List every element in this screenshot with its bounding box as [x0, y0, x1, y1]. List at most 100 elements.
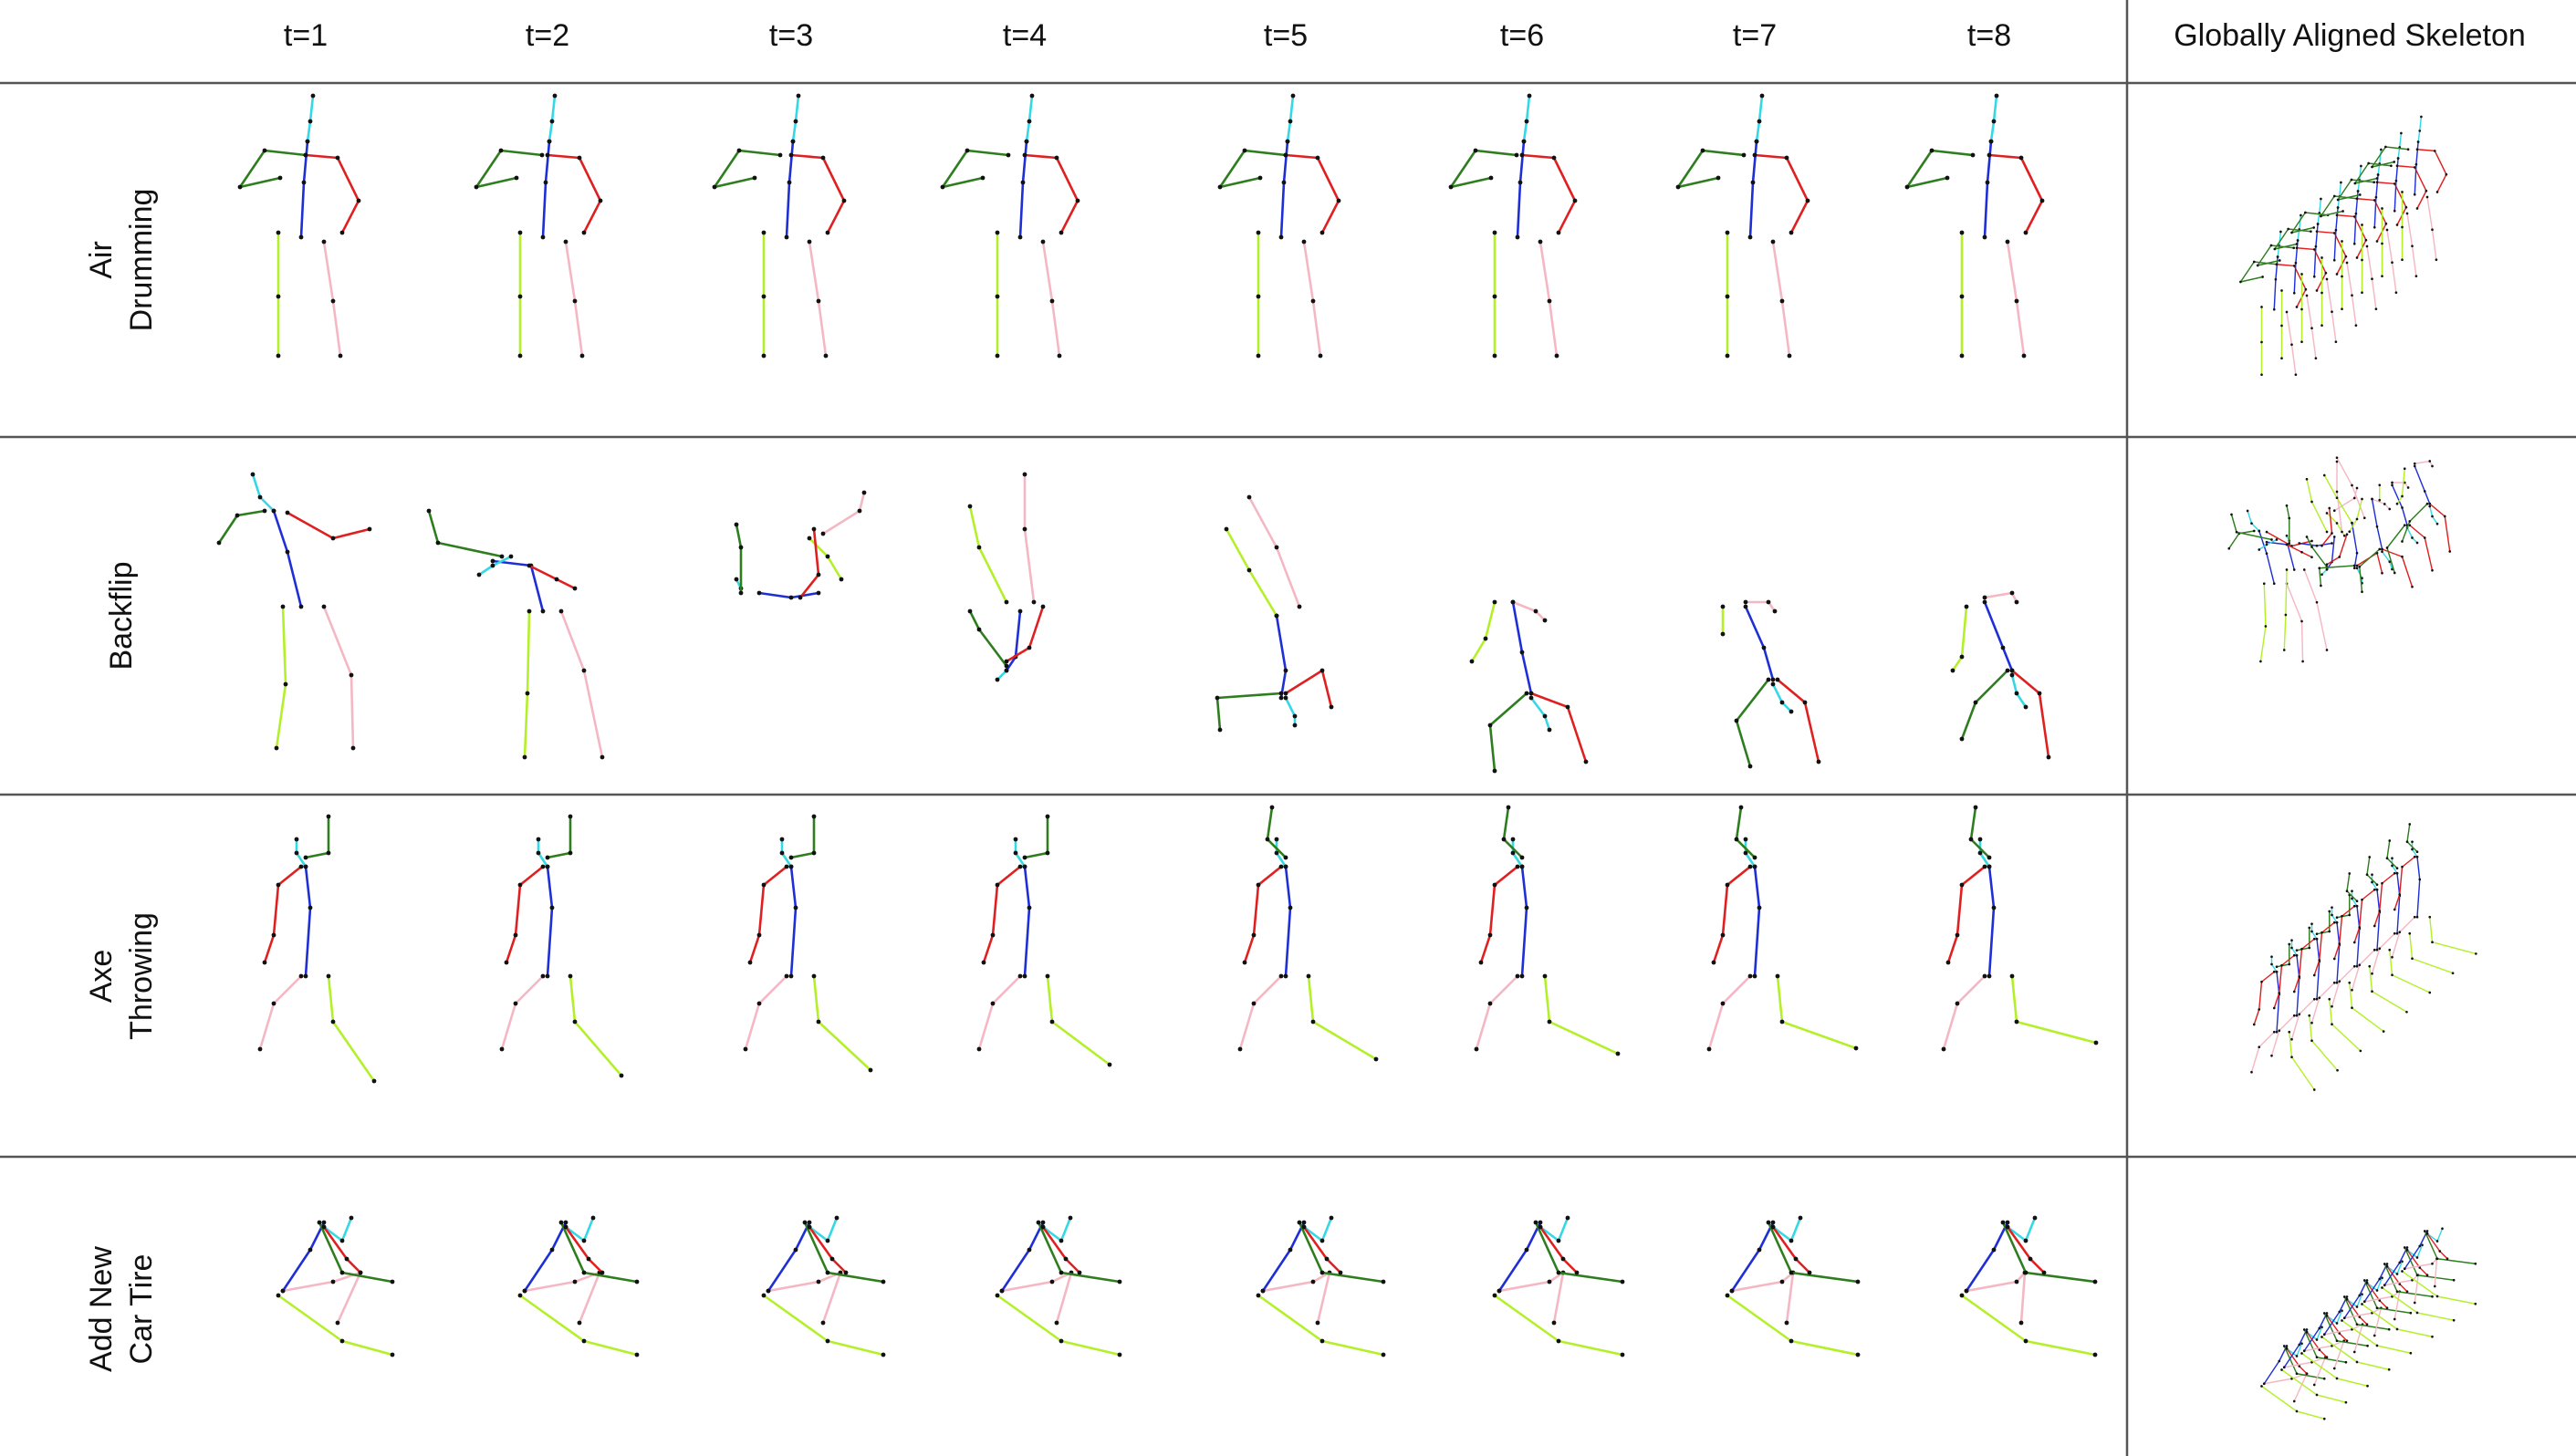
skeleton-joint: [2425, 502, 2429, 505]
skeleton-joint: [2411, 244, 2414, 248]
skeleton-frame-t8-left-leg-bone: [1960, 1294, 2097, 1357]
skeleton-joint: [811, 814, 817, 819]
skeleton-joint: [1964, 1288, 1969, 1294]
skeleton-joint: [1959, 294, 1965, 299]
aligned-skeleton-t4-right-arm-bone: [2346, 1298, 2368, 1326]
skeleton-joint: [2352, 496, 2356, 500]
skeleton-joint: [1319, 668, 1325, 673]
skeleton-joint: [1789, 709, 1794, 714]
skeleton-joint: [2415, 1256, 2419, 1259]
skeleton-joint: [522, 1288, 527, 1294]
aligned-skeleton-overlay: [2227, 456, 2452, 663]
skeleton-joint: [298, 234, 304, 240]
skeleton-joint: [1059, 1238, 1064, 1243]
skeleton-frame-t4-right-leg-bone: [1000, 1271, 1073, 1325]
skeleton-joint: [1063, 1256, 1069, 1262]
skeleton-joint: [1278, 691, 1284, 696]
skeleton-joint: [811, 850, 817, 856]
skeleton-joint: [1519, 864, 1525, 869]
skeleton-joint: [1217, 727, 1223, 733]
skeleton-joint: [619, 1073, 624, 1078]
skeleton-frame-t8-right-leg-bone: [1942, 974, 1987, 1051]
skeleton-joint: [834, 1215, 840, 1221]
skeleton-joint: [2355, 486, 2359, 490]
skeleton-frame-t3-head-bone: [791, 94, 800, 143]
skeleton-joint: [2331, 310, 2333, 314]
row-label-line: Backflip: [104, 561, 139, 670]
skeleton-joint: [881, 1279, 886, 1284]
skeleton-joint: [545, 855, 550, 860]
skeleton-joint: [2014, 599, 2019, 605]
skeleton-joint: [2288, 1030, 2291, 1034]
skeleton-joint: [2335, 522, 2339, 525]
skeleton-joint: [1752, 864, 1757, 869]
skeleton-frame-t2-left-arm-bone: [546, 815, 572, 859]
skeleton-joint: [2433, 1284, 2436, 1288]
skeleton-frame-t4-left-leg-bone: [968, 504, 1008, 604]
skeleton-joint: [2375, 1306, 2379, 1310]
skeleton-joint: [2341, 914, 2343, 918]
skeleton-joint: [1027, 645, 1032, 650]
skeleton-joint: [2385, 1306, 2389, 1310]
aligned-skeleton-t7-left-leg-bone: [2381, 1286, 2455, 1321]
skeleton-joint: [2336, 198, 2340, 202]
skeleton-joint: [2332, 1367, 2336, 1370]
skeleton-joint: [1802, 700, 1808, 705]
skeleton-joint: [2383, 1284, 2386, 1287]
aligned-skeleton-t1: [2227, 509, 2313, 663]
skeleton-joint: [2328, 506, 2331, 510]
skeleton-joint: [752, 175, 757, 181]
skeleton-joint: [547, 139, 552, 144]
skeleton-joint: [1752, 855, 1757, 860]
skeleton-joint: [1117, 1279, 1122, 1284]
skeleton-joint: [734, 522, 739, 527]
skeleton-joint: [2295, 1372, 2299, 1376]
skeleton-joint: [1049, 1279, 1055, 1284]
aligned-skeleton-t8: [2401, 1227, 2477, 1305]
skeleton-joint: [1373, 1056, 1379, 1062]
skeleton-joint: [513, 1001, 518, 1006]
skeleton-joint: [2264, 625, 2268, 628]
skeleton-joint: [990, 932, 996, 938]
skeleton-joint: [2322, 473, 2326, 477]
skeleton-joint: [1283, 695, 1288, 701]
skeleton-frame-t5-right-arm-bone: [1284, 669, 1333, 709]
skeleton-frame-t4: [967, 472, 1046, 682]
skeleton-joint: [1519, 855, 1525, 860]
skeleton-joint: [1283, 973, 1288, 979]
skeleton-joint: [2385, 228, 2389, 232]
skeleton-joint: [285, 549, 290, 555]
skeleton-frame-t4-right-arm-bone: [982, 865, 1022, 964]
skeleton-joint: [2401, 191, 2404, 193]
row-label-line: Car Tire: [124, 1254, 159, 1365]
skeleton-joint: [1807, 1270, 1812, 1275]
skeleton-joint: [2355, 900, 2359, 903]
skeleton-joint: [1964, 604, 1969, 609]
aligned-skeleton-t1-left-leg-bone: [2259, 583, 2267, 662]
skeleton-joint: [2295, 1014, 2299, 1017]
skeleton-joint: [2423, 536, 2426, 539]
skeleton-joint: [1217, 184, 1223, 190]
skeleton-joint: [600, 1270, 605, 1275]
skeleton-joint: [1278, 695, 1284, 701]
skeleton-joint: [1024, 139, 1029, 144]
skeleton-joint: [1752, 973, 1757, 979]
skeleton-joint: [326, 814, 331, 819]
skeleton-joint: [2395, 1273, 2399, 1275]
skeleton-joint: [2351, 294, 2353, 297]
skeleton-joint: [1734, 837, 1739, 842]
aligned-skeleton-t6-left-leg-bone: [2389, 949, 2431, 993]
skeleton-frame-t6: [1474, 805, 1621, 1056]
skeleton-joint: [816, 572, 821, 577]
skeleton-joint: [308, 905, 313, 910]
skeleton-joint: [2285, 534, 2289, 537]
skeleton-joint: [326, 973, 331, 979]
skeleton-joint: [2415, 915, 2419, 919]
skeleton-joint: [2292, 990, 2296, 993]
skeleton-frame-t4-head-bone: [1025, 94, 1034, 143]
skeleton-joint: [1743, 837, 1748, 842]
aligned-skeleton-t7-right-leg-bone: [2391, 482, 2409, 489]
aligned-skeleton-t4-right-arm-bone: [2313, 921, 2335, 976]
skeleton-joint: [2411, 848, 2414, 851]
skeleton-joint: [2378, 910, 2382, 912]
